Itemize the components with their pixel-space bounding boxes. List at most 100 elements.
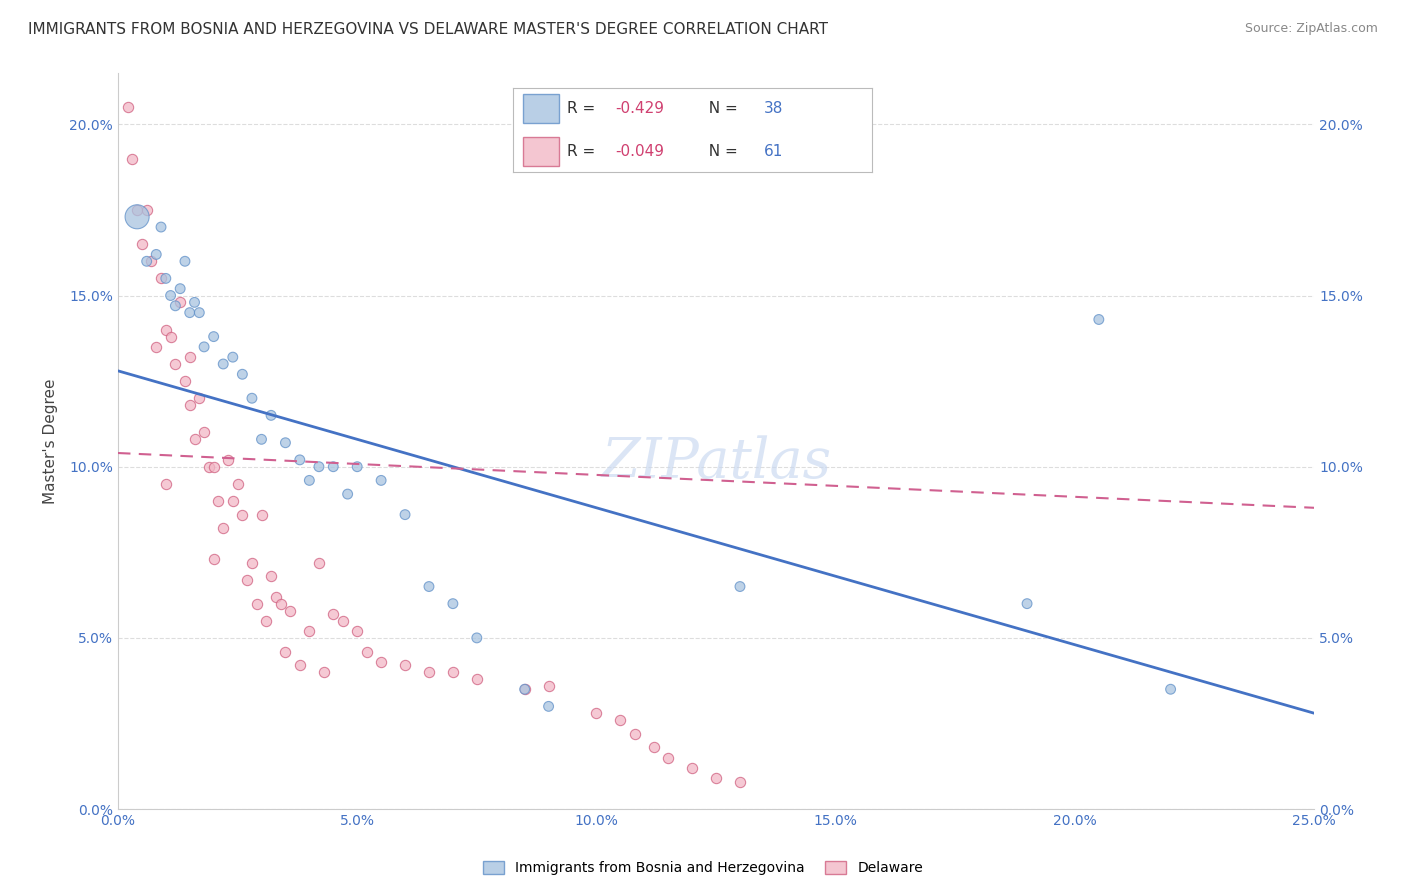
Point bbox=[346, 459, 368, 474]
Point bbox=[222, 494, 245, 508]
Point bbox=[193, 340, 215, 354]
Point bbox=[188, 391, 211, 405]
Point bbox=[274, 435, 297, 450]
Point bbox=[274, 644, 297, 658]
Point bbox=[165, 357, 187, 371]
Point bbox=[609, 713, 631, 727]
Point bbox=[188, 305, 211, 319]
Point bbox=[165, 299, 187, 313]
Text: ZIPatlas: ZIPatlas bbox=[600, 436, 831, 491]
Point bbox=[322, 459, 344, 474]
Point bbox=[465, 631, 488, 645]
Point bbox=[264, 590, 287, 604]
Point bbox=[226, 476, 249, 491]
Point bbox=[231, 508, 253, 522]
Point bbox=[418, 665, 440, 680]
Point bbox=[1160, 682, 1182, 697]
Point bbox=[174, 374, 197, 388]
Point bbox=[222, 350, 245, 364]
Point bbox=[207, 494, 229, 508]
Point bbox=[183, 433, 205, 447]
Point bbox=[537, 679, 560, 693]
Point bbox=[312, 665, 335, 680]
Point bbox=[174, 254, 197, 268]
Point bbox=[288, 658, 311, 673]
Point bbox=[254, 614, 277, 628]
Point bbox=[370, 474, 392, 488]
Point bbox=[308, 459, 330, 474]
Point bbox=[250, 433, 273, 447]
Legend: Immigrants from Bosnia and Herzegovina, Delaware: Immigrants from Bosnia and Herzegovina, … bbox=[478, 855, 928, 880]
Point bbox=[270, 597, 292, 611]
Point bbox=[127, 210, 149, 224]
Point bbox=[278, 603, 301, 617]
Point bbox=[155, 323, 177, 337]
Point bbox=[728, 580, 751, 594]
Text: IMMIGRANTS FROM BOSNIA AND HERZEGOVINA VS DELAWARE MASTER'S DEGREE CORRELATION C: IMMIGRANTS FROM BOSNIA AND HERZEGOVINA V… bbox=[28, 22, 828, 37]
Point bbox=[332, 614, 354, 628]
Point bbox=[356, 644, 378, 658]
Point bbox=[370, 655, 392, 669]
Point bbox=[250, 508, 273, 522]
Text: Source: ZipAtlas.com: Source: ZipAtlas.com bbox=[1244, 22, 1378, 36]
Point bbox=[145, 247, 167, 261]
Point bbox=[135, 254, 157, 268]
Point bbox=[236, 573, 259, 587]
Point bbox=[159, 288, 181, 302]
Point bbox=[150, 220, 173, 235]
Y-axis label: Master's Degree: Master's Degree bbox=[44, 378, 58, 504]
Point bbox=[169, 295, 191, 310]
Point bbox=[117, 100, 139, 114]
Point bbox=[155, 476, 177, 491]
Point bbox=[657, 750, 679, 764]
Point bbox=[145, 340, 167, 354]
Point bbox=[288, 453, 311, 467]
Point bbox=[298, 474, 321, 488]
Point bbox=[1088, 312, 1111, 326]
Point bbox=[260, 409, 283, 423]
Point bbox=[150, 271, 173, 285]
Point bbox=[179, 305, 201, 319]
Point bbox=[394, 658, 416, 673]
Point bbox=[202, 552, 225, 566]
Point bbox=[193, 425, 215, 440]
Point bbox=[441, 665, 464, 680]
Point bbox=[135, 202, 157, 217]
Point bbox=[127, 202, 149, 217]
Point bbox=[681, 761, 703, 775]
Point bbox=[336, 487, 359, 501]
Point bbox=[346, 624, 368, 638]
Point bbox=[179, 398, 201, 412]
Point bbox=[260, 569, 283, 583]
Point bbox=[240, 391, 263, 405]
Point bbox=[212, 521, 235, 535]
Point bbox=[418, 580, 440, 594]
Point bbox=[465, 672, 488, 686]
Point bbox=[728, 774, 751, 789]
Point bbox=[131, 237, 153, 252]
Point bbox=[1015, 597, 1038, 611]
Point bbox=[513, 682, 536, 697]
Point bbox=[585, 706, 607, 721]
Point bbox=[183, 295, 205, 310]
Point bbox=[159, 329, 181, 343]
Point bbox=[217, 453, 239, 467]
Point bbox=[298, 624, 321, 638]
Point bbox=[513, 682, 536, 697]
Point bbox=[198, 459, 221, 474]
Point bbox=[246, 597, 269, 611]
Point bbox=[202, 459, 225, 474]
Point bbox=[322, 607, 344, 621]
Point bbox=[202, 329, 225, 343]
Point bbox=[121, 152, 143, 166]
Point bbox=[240, 556, 263, 570]
Point bbox=[155, 271, 177, 285]
Point bbox=[643, 740, 665, 755]
Point bbox=[141, 254, 163, 268]
Point bbox=[394, 508, 416, 522]
Point bbox=[623, 727, 645, 741]
Point bbox=[212, 357, 235, 371]
Point bbox=[231, 368, 253, 382]
Point bbox=[704, 771, 727, 785]
Point bbox=[441, 597, 464, 611]
